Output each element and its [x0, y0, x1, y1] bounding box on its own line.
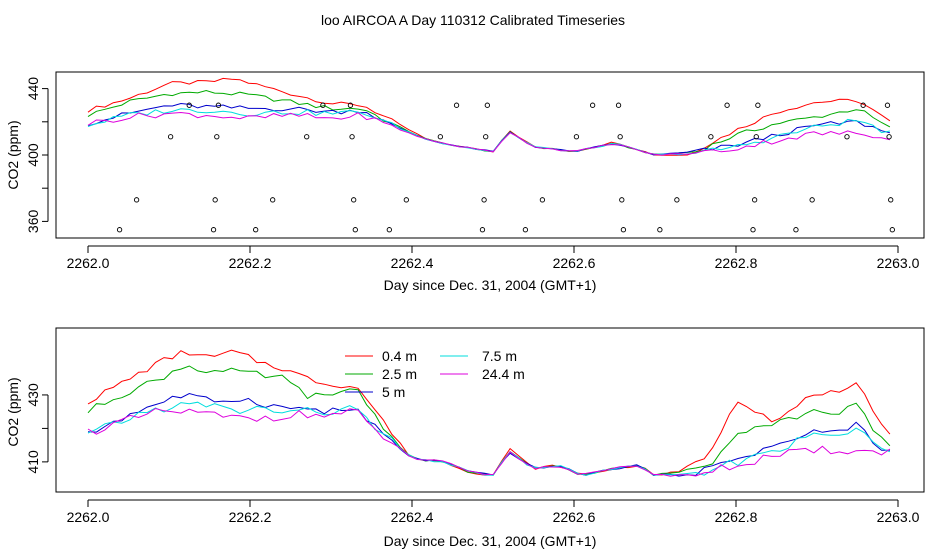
chart-top-frame	[55, 71, 925, 239]
chart-top-x-tick-label-3: 2262.6	[553, 255, 596, 271]
chart-bottom-series-line-4	[87, 407, 891, 477]
page-title: loo AIRCOA A Day 110312 Calibrated Times…	[321, 12, 625, 28]
chart-top-scatter-point-11	[320, 102, 326, 108]
chart-top-scatter-point-23	[484, 102, 490, 108]
chart-bottom-y-tick-label-2: 430	[25, 383, 41, 407]
chart-top-scatter-point-7	[215, 102, 222, 108]
chart-top-scatter-point-14	[351, 197, 357, 203]
chart-bottom-legend-label-2: 5 m	[382, 384, 405, 400]
chart-top-scatter-point-45	[886, 134, 892, 140]
chart-top-y-tick-label-0: 360	[25, 210, 41, 234]
chart-top-scatter-point-28	[615, 102, 622, 108]
chart-bottom-xlabel: Day since Dec. 31, 2004 (GMT+1)	[384, 533, 597, 549]
chart-top-scatter-point-43	[860, 102, 866, 108]
chart-bottom-y-tick-label-0: 410	[25, 450, 41, 474]
chart-top-series	[87, 77, 891, 156]
chart-top-scatter-point-2	[167, 134, 174, 140]
chart-top-scatter-point-15	[352, 227, 358, 233]
chart-bottom-x-tick-label-1: 2262.2	[229, 509, 272, 525]
chart-top-scatter-point-44	[884, 102, 891, 108]
chart-top-scatter-point-16	[386, 227, 392, 233]
chart-top-scatter-point-13	[349, 134, 355, 140]
chart-top-scatter-point-8	[253, 227, 259, 233]
chart-top-y-tick-label-2: 400	[25, 143, 41, 167]
chart-top-scatter-point-5	[212, 197, 218, 203]
chart-top-series-line-4	[87, 111, 891, 156]
chart-bottom-axes: 2262.0 2262.2 2262.4 2262.6 2262.8 2263.0 410 4…	[25, 383, 920, 525]
chart-top-scatter-point-46	[888, 197, 894, 203]
chart-bottom-x-tick-label-2: 2262.4	[391, 509, 434, 525]
chart-bottom-legend-label-4: 24.4 m	[482, 366, 525, 382]
chart-bottom-series	[87, 349, 891, 477]
chart-top-scatter-point-31	[620, 227, 627, 233]
chart-top-scatter-point-35	[724, 102, 730, 108]
chart-top-scatter-point-32	[657, 227, 663, 233]
chart-bottom-x-tick-label-3: 2262.6	[553, 509, 596, 525]
chart-top-scatter-point-12	[347, 102, 354, 108]
chart-top-scatter-point-21	[481, 197, 487, 203]
chart-top-scatter	[116, 102, 895, 233]
chart-top-series-line-2	[87, 102, 891, 156]
chart-top-scatter-point-4	[210, 227, 217, 233]
chart-bottom-legend-label-3: 7.5 m	[482, 348, 517, 364]
chart-top-x-tick-label-5: 2263.0	[877, 255, 920, 271]
chart-top-scatter-point-27	[589, 102, 596, 108]
chart-top-scatter-point-0	[116, 227, 123, 233]
chart-top-scatter-point-30	[619, 197, 625, 203]
chart-bottom-x-tick-label-5: 2263.0	[877, 509, 920, 525]
chart-top-scatter-point-42	[844, 134, 850, 140]
chart-top-scatter-point-34	[708, 134, 714, 140]
chart-bottom-legend-label-0: 0.4 m	[382, 348, 417, 364]
chart-top-y-tick-label-4: 440	[25, 77, 41, 101]
chart-top-scatter-point-19	[453, 102, 460, 108]
chart-top-scatter-point-33	[674, 197, 680, 203]
chart-top-scatter-point-24	[522, 227, 529, 233]
chart-top-scatter-point-29	[617, 134, 623, 140]
chart-top: 2262.0 2262.2 2262.4 2262.6 2262.8 2263.0 360 4…	[5, 71, 925, 293]
chart-bottom-x-tick-label-0: 2262.0	[67, 509, 110, 525]
chart-top-scatter-point-6	[214, 134, 220, 140]
chart-top-scatter-point-39	[755, 102, 761, 108]
chart-top-x-tick-label-1: 2262.2	[229, 255, 272, 271]
chart-top-scatter-point-20	[479, 227, 486, 233]
chart-top-scatter-point-9	[270, 197, 276, 203]
chart-bottom-frame	[55, 327, 925, 493]
chart-top-axes: 2262.0 2262.2 2262.4 2262.6 2262.8 2263.0 360 4…	[25, 77, 920, 271]
chart-bottom-series-line-3	[87, 401, 891, 476]
chart-top-scatter-point-18	[437, 134, 443, 140]
chart-top-xlabel: Day since Dec. 31, 2004 (GMT+1)	[384, 277, 597, 293]
chart-bottom-legend-label-1: 2.5 m	[382, 366, 417, 382]
chart-top-scatter-point-40	[793, 227, 799, 233]
chart-bottom-x-tick-label-4: 2262.8	[715, 509, 758, 525]
chart-top-scatter-point-3	[186, 102, 192, 108]
chart-top-scatter-point-10	[304, 134, 310, 140]
chart-top-scatter-point-1	[133, 197, 140, 203]
chart-top-scatter-point-17	[403, 197, 409, 203]
chart-top-x-tick-label-0: 2262.0	[67, 255, 110, 271]
chart-bottom-legend: 0.4 m 2.5 m 5 m 7.5 m 24.4 m	[345, 348, 525, 400]
chart-bottom: 2262.0 2262.2 2262.4 2262.6 2262.8 2263.0 410 4…	[5, 327, 925, 549]
chart-top-x-tick-label-2: 2262.4	[391, 255, 434, 271]
chart-top-scatter-point-38	[753, 134, 759, 140]
chart-top-scatter-point-47	[889, 227, 895, 233]
chart-top-scatter-point-37	[751, 197, 758, 203]
chart-top-x-tick-label-4: 2262.8	[715, 255, 758, 271]
chart-bottom-series-line-1	[87, 365, 891, 476]
chart-top-series-line-1	[87, 89, 891, 155]
chart-top-ylabel: CO2 (ppm)	[5, 120, 21, 189]
chart-top-scatter-point-41	[809, 197, 815, 203]
chart-bottom-ylabel: CO2 (ppm)	[5, 377, 21, 446]
chart-top-scatter-point-25	[539, 197, 546, 203]
chart-top-scatter-point-26	[573, 134, 580, 140]
chart-top-scatter-point-36	[750, 227, 756, 233]
chart-top-scatter-point-22	[483, 134, 489, 140]
